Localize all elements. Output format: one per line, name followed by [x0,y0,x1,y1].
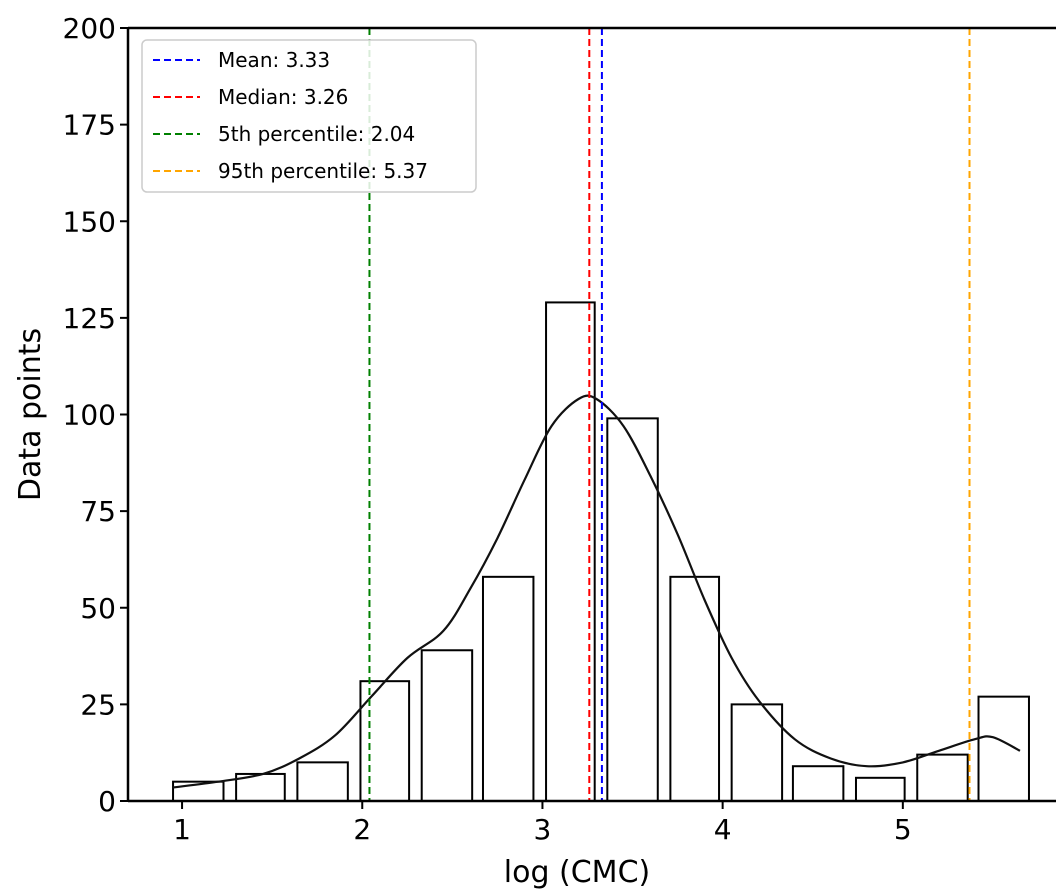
y-tick-label: 25 [80,688,116,721]
histogram-bar [296,761,349,802]
histogram-bar [545,301,596,802]
legend-box [141,39,477,193]
x-tick-label: 3 [534,813,552,846]
histogram-bar [916,753,969,802]
y-tick-label: 100 [63,399,116,432]
y-tick-label: 75 [80,495,116,528]
y-tick-label: 50 [80,592,116,625]
histogram-bar [606,417,659,802]
legend: Mean: 3.33 Median: 3.26 5th percentile: 2.… [141,39,477,193]
legend-label: 95th percentile: 5.37 [218,159,428,183]
y-tick-label: 125 [63,302,116,335]
x-tick-label: 2 [353,813,371,846]
y-tick-label: 175 [63,109,116,142]
y-axis-label: Data points [13,328,48,501]
legend-label: Mean: 3.33 [218,48,330,72]
kde-curve-layer [172,394,1021,789]
histogram-bar [977,695,1030,803]
x-tick-label: 5 [894,813,912,846]
x-axis-label: log (CMC) [504,855,650,890]
histogram-bar [730,703,784,802]
x-tick-label: 1 [173,813,191,846]
histogram-bar [481,575,535,803]
legend-label: 5th percentile: 2.04 [218,122,415,146]
x-tick-label: 4 [714,813,732,846]
legend-label: Median: 3.26 [218,85,348,109]
y-tick-label: 200 [63,12,116,45]
y-tick-label: 0 [98,785,116,818]
reference-lines [368,28,971,801]
histogram-bar [791,765,845,803]
histogram-bar [669,575,721,803]
kde-curve [172,394,1021,789]
y-tick-label: 150 [63,205,116,238]
histogram-bar [420,649,474,803]
histogram-bar [854,776,906,802]
